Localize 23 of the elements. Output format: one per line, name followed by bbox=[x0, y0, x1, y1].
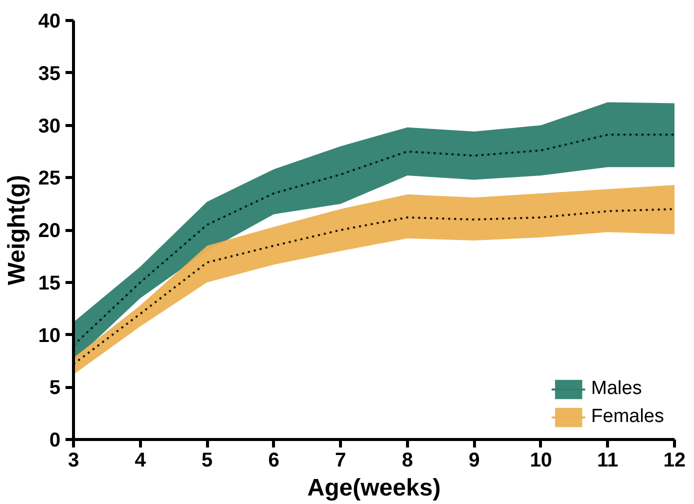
x-tick-label: 6 bbox=[268, 450, 280, 472]
y-axis-title: Weight(g) bbox=[3, 174, 30, 286]
x-tick-label: 9 bbox=[468, 450, 480, 472]
y-tick-label: 25 bbox=[38, 168, 61, 190]
legend-label: Males bbox=[591, 378, 642, 400]
y-tick-label: 15 bbox=[38, 272, 61, 294]
x-tick-label: 5 bbox=[201, 450, 213, 472]
y-tick-label: 5 bbox=[49, 377, 60, 400]
y-tick-label: 10 bbox=[38, 324, 61, 347]
y-tick-label: 35 bbox=[38, 62, 61, 85]
x-tick-label: 10 bbox=[530, 450, 552, 472]
y-tick-label: 40 bbox=[38, 10, 61, 32]
y-tick-label: 0 bbox=[49, 430, 60, 452]
y-tick-label: 20 bbox=[38, 220, 61, 242]
x-tick-label: 7 bbox=[335, 450, 346, 472]
x-tick-label: 12 bbox=[663, 450, 686, 472]
x-tick-label: 11 bbox=[597, 450, 618, 472]
legend-label: Females bbox=[591, 406, 664, 428]
x-tick-label: 4 bbox=[134, 450, 147, 472]
y-tick-label: 30 bbox=[38, 115, 61, 138]
x-tick-label: 3 bbox=[68, 450, 80, 472]
x-tick-label: 8 bbox=[402, 450, 413, 472]
x-axis-title: Age(weeks) bbox=[307, 474, 441, 502]
